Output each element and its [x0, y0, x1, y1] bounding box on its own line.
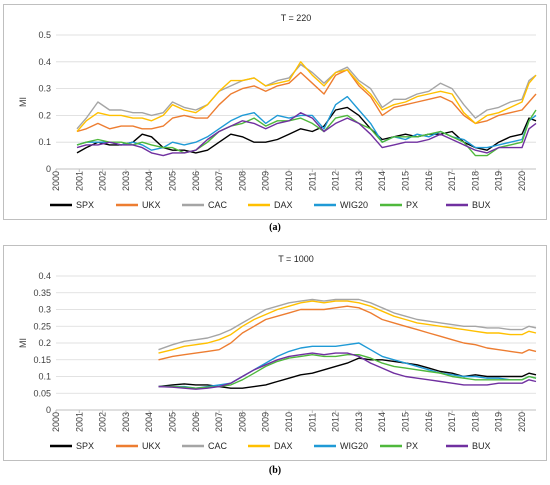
x-tick-label: 2015 — [401, 412, 411, 432]
caption-b: (b) — [268, 465, 282, 476]
x-tick-label: 2009 — [261, 412, 271, 432]
x-tick-label: 2006 — [191, 412, 201, 432]
x-tick-label: 2009 — [261, 171, 271, 191]
x-tick-label: 2018 — [470, 171, 480, 191]
legend-label-dax: DAX — [274, 200, 293, 210]
x-tick-label: 2002 — [98, 412, 108, 432]
x-tick-label: 2000 — [51, 171, 61, 191]
chart-panel-a: T = 220 0 0.1 0.2 0.3 0.4 0.5 2000 2001 2002 2003 2… — [3, 4, 547, 220]
legend-label-px: PX — [406, 441, 418, 451]
x-tick-label: 2011 — [307, 172, 317, 191]
chart-panel-b: T = 1000 0 0.05 0.1 0.15 0.2 0.25 0.3 0.35 0.4 200… — [3, 245, 547, 461]
series-line-spx — [158, 357, 537, 389]
x-tick-label: 2019 — [494, 412, 504, 432]
y-tick-label: 0.4 — [38, 271, 51, 281]
series-line-dax — [158, 300, 537, 354]
y-axis-label: MI — [18, 338, 28, 348]
series-line-cac — [158, 298, 537, 351]
legend-label-spx: SPX — [76, 441, 94, 451]
series-line-bux — [158, 352, 537, 390]
caption-a: (a) — [269, 222, 281, 233]
x-tick-label: 2000 — [51, 412, 61, 432]
x-tick-label: 2017 — [447, 412, 457, 432]
y-tick-label: 0 — [46, 164, 51, 174]
series-line-wig20 — [158, 342, 537, 389]
x-tick-label: 2004 — [144, 412, 154, 432]
x-tick-label: 2007 — [214, 171, 224, 191]
x-tick-label: 2020 — [517, 412, 527, 432]
x-tick-label: 2017 — [447, 171, 457, 191]
x-tick-label: 2005 — [168, 412, 178, 432]
x-tick-label: 2004 — [144, 171, 154, 191]
series-line-bux — [76, 111, 537, 157]
legend-label-wig20: WIG20 — [340, 200, 368, 210]
y-tick-label: 0.1 — [38, 372, 51, 382]
x-tick-label: 2014 — [377, 412, 387, 432]
x-tick-label: 2013 — [354, 171, 364, 191]
legend-label-wig20: WIG20 — [340, 441, 368, 451]
legend-label-cac: CAC — [208, 441, 228, 451]
y-tick-label: 0.1 — [38, 137, 51, 147]
x-tick-label: 2016 — [424, 412, 434, 432]
x-tick-label: 2005 — [168, 171, 178, 191]
x-tick-label: 2001 — [74, 171, 84, 191]
series-line-ukx — [76, 69, 537, 133]
x-tick-label: 2019 — [494, 171, 504, 191]
x-tick-label: 2006 — [191, 171, 201, 191]
x-tick-label: 2016 — [424, 171, 434, 191]
legend-label-ukx: UKX — [142, 200, 161, 210]
x-tick-label: 2015 — [401, 171, 411, 191]
y-tick-label: 0.5 — [38, 30, 51, 40]
x-tick-label: 2014 — [377, 171, 387, 191]
y-tick-label: 0.2 — [38, 110, 51, 120]
y-tick-label: 0.25 — [33, 321, 51, 331]
series-line-px — [76, 109, 537, 157]
x-tick-label: 2008 — [237, 171, 247, 191]
y-tick-label: 0.3 — [38, 305, 51, 315]
legend-label-cac: CAC — [208, 200, 228, 210]
chart-b-svg: T = 1000 0 0.05 0.1 0.15 0.2 0.25 0.3 0.35 0.4 200… — [18, 254, 537, 451]
chart-title: T = 220 — [281, 13, 312, 23]
x-tick-label: 2008 — [237, 412, 247, 432]
x-tick-label: 2013 — [354, 412, 364, 432]
legend-label-ukx: UKX — [142, 441, 161, 451]
x-tick-label: 2018 — [470, 412, 480, 432]
y-tick-label: 0 — [46, 405, 51, 415]
legend-label-bux: BUX — [472, 441, 491, 451]
legend-label-spx: SPX — [76, 200, 94, 210]
x-tick-label: 2001 — [74, 412, 84, 432]
y-tick-label: 0.15 — [33, 355, 51, 365]
chart-a-svg: T = 220 0 0.1 0.2 0.3 0.4 0.5 2000 2001 2002 2003 2… — [18, 13, 537, 210]
y-tick-label: 0.35 — [33, 288, 51, 298]
legend-label-bux: BUX — [472, 200, 491, 210]
y-tick-label: 0.3 — [38, 84, 51, 94]
x-tick-label: 2010 — [284, 412, 294, 432]
y-tick-label: 0.2 — [38, 338, 51, 348]
legend-label-px: PX — [406, 200, 418, 210]
x-tick-label: 2012 — [331, 171, 341, 191]
series-line-dax — [76, 61, 537, 132]
x-tick-label: 2003 — [121, 171, 131, 191]
chart-title: T = 1000 — [278, 254, 314, 264]
series-line-ukx — [158, 305, 537, 361]
x-tick-label: 2003 — [121, 412, 131, 432]
y-tick-label: 0.4 — [38, 57, 51, 67]
y-tick-label: 0.05 — [33, 388, 51, 398]
x-tick-label: 2010 — [284, 171, 294, 191]
x-tick-label: 2012 — [331, 412, 341, 432]
x-tick-label: 2007 — [214, 412, 224, 432]
series-line-spx — [76, 106, 537, 154]
x-tick-label: 2020 — [517, 171, 527, 191]
x-tick-label: 2002 — [98, 171, 108, 191]
x-tick-label: 2011 — [307, 413, 317, 432]
legend-label-dax: DAX — [274, 441, 293, 451]
y-axis-label: MI — [18, 97, 28, 107]
